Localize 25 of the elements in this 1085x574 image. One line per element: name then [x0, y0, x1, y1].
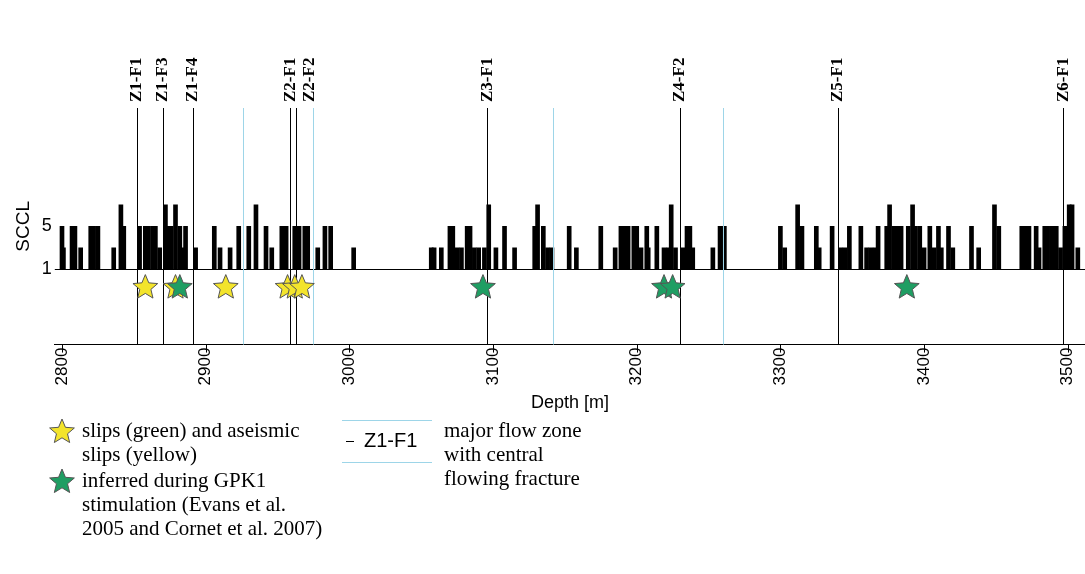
x-tick-label: 3100 [482, 347, 502, 386]
ref-line-label: Z3-F1 [476, 57, 496, 102]
ref-line-label: Z2-F1 [279, 57, 299, 102]
x-tick-label: 3300 [770, 347, 790, 386]
x-tick-label: 3000 [339, 347, 359, 386]
x-tick-label: 3200 [626, 347, 646, 386]
legend-label: slips (green) and aseismic slips (yellow) [82, 418, 301, 466]
ref-line-label: Z4-F2 [669, 57, 689, 102]
ref-line-label: Z1-F3 [151, 57, 171, 102]
x-tick-label: 2800 [51, 347, 71, 386]
ref-line-label: Z5-F1 [827, 57, 847, 102]
ref-line-label: Z6-F1 [1052, 57, 1072, 102]
x-tick-label: 2900 [195, 347, 215, 386]
y-tick-label: 5 [41, 215, 52, 236]
text: major flow zone with central flowing fracture [444, 418, 583, 490]
x-tick-label: 3400 [913, 347, 933, 386]
x-axis-title: Depth [m] [530, 392, 609, 413]
x-tick-label: 3500 [1057, 347, 1077, 386]
legend-label: inferred during GPK1 stimulation (Evans et al. 2005 and Cornet et al. 2007) [82, 468, 324, 540]
y-axis-title: SCCL [11, 200, 33, 252]
y-tick-label: 1 [41, 258, 52, 279]
ref-line-label: Z1-F4 [182, 57, 202, 102]
ref-line-label: Z2-F2 [298, 57, 318, 102]
ref-line-label: Z1-F1 [126, 57, 146, 102]
text: Z1-F1 [364, 428, 418, 452]
